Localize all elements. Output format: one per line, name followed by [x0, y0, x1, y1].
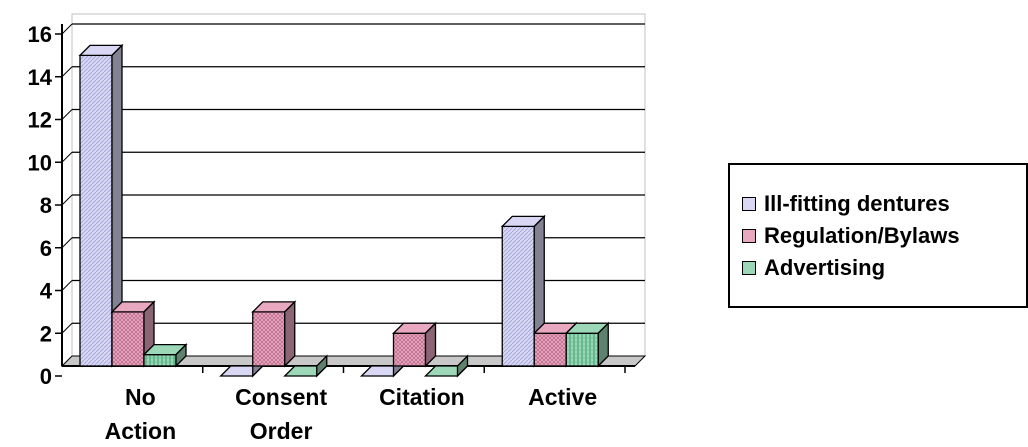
bar	[500, 214, 546, 368]
x-tick-label: Citation	[379, 384, 465, 410]
legend-swatch-advertising	[742, 261, 756, 275]
bar-front	[565, 332, 599, 367]
bar-front	[533, 332, 567, 367]
bar-front	[392, 332, 427, 367]
x-tick-label: Action	[105, 418, 177, 444]
x-tick-label: Active	[528, 384, 597, 410]
x-axis-labels: No Action Consent Order Citation Active	[105, 384, 598, 444]
y-tick-label: 2	[40, 321, 52, 346]
legend-label: Ill-fitting dentures	[764, 191, 950, 216]
bar-front	[501, 225, 535, 367]
y-tick-label: 8	[40, 193, 52, 218]
y-tick-label: 0	[40, 364, 52, 389]
bar-front	[252, 311, 286, 367]
bar	[142, 343, 188, 368]
gridlines	[61, 23, 645, 334]
bar	[78, 43, 124, 368]
legend-label: Advertising	[764, 255, 886, 280]
y-axis-ticks: 0 2 4 6 8 10 12 14 16	[28, 22, 62, 389]
x-tick-label: Order	[250, 418, 313, 444]
legend-swatch-ill-fitting-dentures	[742, 197, 756, 211]
x-tick-label: Consent	[235, 384, 327, 410]
plot-back-wall	[71, 13, 646, 357]
x-tick-label: No	[125, 384, 156, 410]
y-tick-label: 6	[40, 236, 52, 261]
legend: Ill-fitting dentures Regulation/Bylaws A…	[728, 163, 1028, 308]
bar-side	[316, 354, 328, 378]
legend-label: Regulation/Bylaws	[764, 223, 960, 248]
bar-chart: 0 2 4 6 8 10 12 14 16 No Action Consent Order Citati…	[28, 13, 647, 444]
bar-side	[456, 354, 469, 378]
bar	[423, 354, 470, 378]
gridline-diagonal	[61, 151, 73, 163]
y-tick-label: 16	[28, 22, 52, 47]
legend-item-ill-fitting-dentures: Ill-fitting dentures	[742, 189, 950, 219]
bars	[78, 43, 610, 378]
legend-item-advertising: Advertising	[742, 253, 885, 283]
y-tick-label: 12	[28, 108, 52, 133]
bar-side	[284, 300, 296, 368]
back-wall	[71, 13, 646, 357]
bar	[564, 321, 610, 368]
gridline-diagonal	[61, 194, 73, 206]
gridline-diagonal	[61, 322, 73, 334]
y-tick-label: 4	[40, 279, 53, 304]
bar	[391, 321, 438, 368]
gridline-diagonal	[61, 237, 73, 249]
gridline-diagonal	[61, 66, 73, 78]
gridline-diagonal	[61, 109, 73, 120]
bar	[283, 354, 329, 378]
bar-side	[424, 321, 437, 368]
y-tick-label: 14	[28, 65, 53, 90]
gridline-diagonal	[61, 23, 73, 35]
legend-item-regulation-bylaws: Regulation/Bylaws	[742, 221, 960, 251]
bar	[251, 300, 297, 368]
bar-side	[597, 321, 609, 368]
legend-swatch-regulation-bylaws	[742, 229, 756, 243]
bar	[110, 300, 156, 368]
bar-side	[175, 343, 187, 368]
gridline-diagonal	[61, 280, 73, 291]
bar-front	[143, 353, 177, 367]
bar-front	[111, 311, 145, 367]
y-tick-label: 10	[28, 150, 52, 175]
bar-front	[79, 54, 113, 367]
